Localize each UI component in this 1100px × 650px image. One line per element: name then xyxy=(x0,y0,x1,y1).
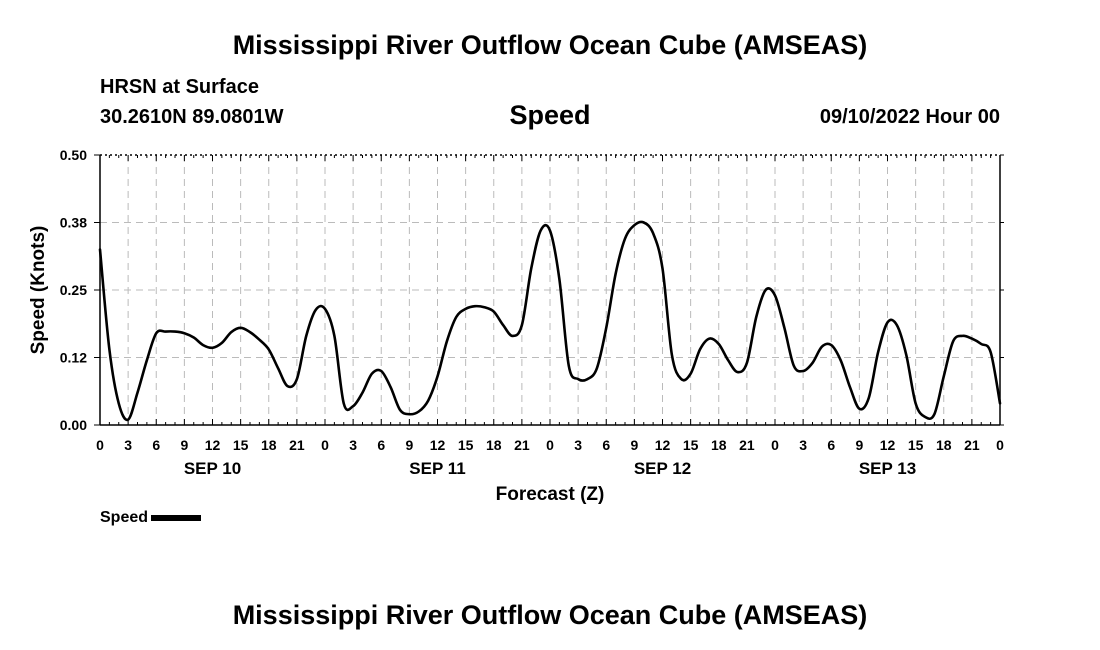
x-tick-label: 15 xyxy=(908,437,924,453)
x-tick-label: 18 xyxy=(486,437,502,453)
day-label: SEP 13 xyxy=(859,459,916,478)
x-tick-label: 12 xyxy=(430,437,446,453)
speed-series-line xyxy=(98,220,1002,422)
x-tick-label: 0 xyxy=(321,437,329,453)
x-tick-label: 18 xyxy=(936,437,952,453)
x-tick-label: 3 xyxy=(349,437,357,453)
chart-title: Speed xyxy=(509,100,591,130)
y-axis-title: Speed (Knots) xyxy=(28,226,49,355)
x-tick-label: 6 xyxy=(377,437,385,453)
x-tick-label: 18 xyxy=(261,437,277,453)
x-tick-label: 6 xyxy=(827,437,835,453)
x-tick-label: 12 xyxy=(655,437,671,453)
x-tick-label: 3 xyxy=(124,437,132,453)
x-tick-label: 15 xyxy=(233,437,249,453)
x-tick-label: 3 xyxy=(799,437,807,453)
x-tick-label: 0 xyxy=(546,437,554,453)
day-label: SEP 10 xyxy=(184,459,241,478)
legend-label: Speed xyxy=(100,509,149,526)
station-coordinates: 30.2610N 89.0801W xyxy=(100,106,284,128)
x-tick-label: 15 xyxy=(458,437,474,453)
y-tick-label: 0.25 xyxy=(60,282,87,298)
day-label: SEP 12 xyxy=(634,459,691,478)
y-tick-label: 0.00 xyxy=(60,417,87,433)
x-tick-label: 21 xyxy=(739,437,755,453)
issue-date: 09/10/2022 Hour 00 xyxy=(819,106,1000,128)
x-tick-label: 9 xyxy=(855,437,863,453)
page-title: Mississippi River Outflow Ocean Cube (AM… xyxy=(232,30,868,60)
x-tick-label: 9 xyxy=(630,437,638,453)
x-tick-label: 12 xyxy=(205,437,221,453)
legend-swatch xyxy=(151,514,202,521)
x-tick-label: 0 xyxy=(771,437,779,453)
x-tick-label: 12 xyxy=(880,437,896,453)
x-axis-title: Forecast (Z) xyxy=(496,484,605,505)
x-tick-label: 15 xyxy=(683,437,699,453)
y-tick-label: 0.12 xyxy=(60,350,87,366)
y-tick-label: 0.50 xyxy=(60,147,87,163)
x-tick-label: 21 xyxy=(289,437,305,453)
x-tick-label: 21 xyxy=(964,437,980,453)
day-label: SEP 11 xyxy=(409,459,465,478)
x-tick-label: 18 xyxy=(711,437,727,453)
legend: Speed xyxy=(100,509,202,527)
x-tick-label: 3 xyxy=(574,437,582,453)
x-tick-label: 21 xyxy=(514,437,530,453)
x-tick-label: 6 xyxy=(602,437,610,453)
station-label: HRSN at Surface xyxy=(100,76,259,98)
x-tick-label: 0 xyxy=(96,437,104,453)
y-tick-label: 0.38 xyxy=(60,215,87,231)
x-tick-label: 0 xyxy=(996,437,1004,453)
footer-title: Mississippi River Outflow Ocean Cube (AM… xyxy=(232,600,868,630)
x-tick-label: 9 xyxy=(180,437,188,453)
x-tick-label: 9 xyxy=(405,437,413,453)
x-tick-label: 6 xyxy=(152,437,160,453)
